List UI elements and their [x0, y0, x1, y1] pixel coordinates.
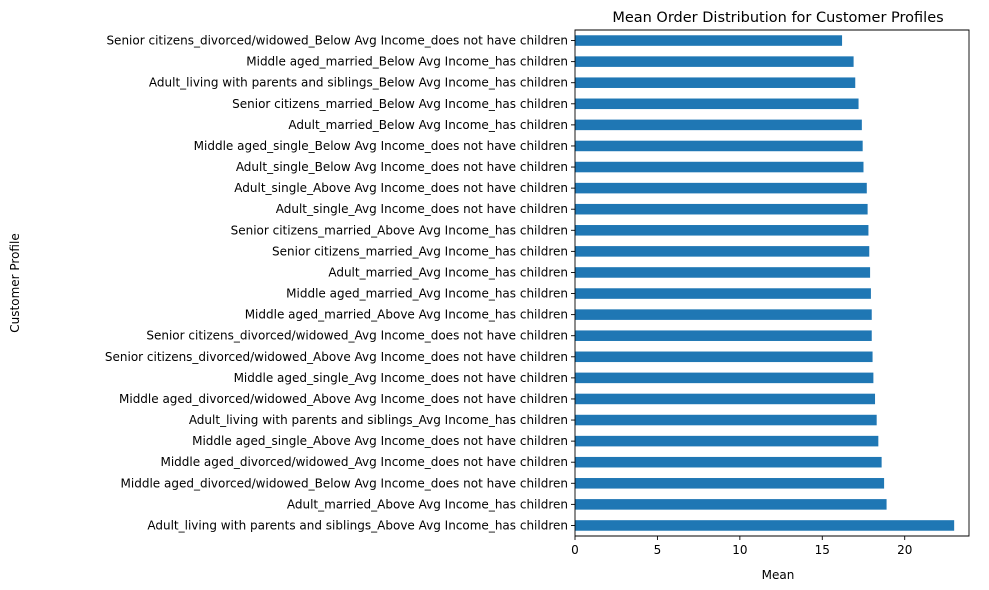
bar	[575, 246, 870, 257]
chart-title: Mean Order Distribution for Customer Pro…	[612, 10, 943, 26]
y-tick-label: Middle aged_single_Avg Income_does not h…	[234, 371, 568, 385]
y-tick-label: Adult_married_Above Avg Income_has child…	[287, 497, 568, 511]
y-tick-label: Middle aged_single_Below Avg Income_does…	[194, 139, 568, 153]
bar	[575, 182, 867, 194]
bar	[575, 140, 863, 152]
x-ticks-group: 0 5 10 15 20	[571, 536, 912, 557]
bars-group	[575, 35, 955, 531]
y-ticks-group: Senior citizens_divorced/widowed_Below A…	[105, 34, 575, 532]
y-tick-label: Adult_married_Avg Income_has children	[328, 265, 568, 279]
y-tick-label: Adult_living with parents and siblings_B…	[149, 76, 568, 90]
x-tick-label: 5	[654, 543, 662, 557]
axes-frame	[574, 29, 970, 537]
bar	[575, 203, 868, 215]
x-tick-label: 0	[571, 543, 579, 557]
bar	[575, 372, 874, 384]
y-tick-label: Senior citizens_divorced/widowed_Below A…	[106, 34, 568, 48]
bar	[575, 478, 885, 489]
bar	[575, 98, 859, 110]
y-tick-label: Adult_living with parents and siblings_A…	[189, 413, 568, 427]
bar	[575, 499, 887, 510]
bar	[575, 119, 862, 131]
y-tick-label: Senior citizens_divorced/widowed_Avg Inc…	[146, 329, 568, 343]
y-tick-label: Adult_single_Avg Income_does not have ch…	[276, 202, 568, 216]
y-tick-label: Adult_married_Below Avg Income_has child…	[288, 118, 568, 132]
x-axis-label: Mean	[762, 568, 795, 582]
bar	[575, 393, 876, 405]
bar	[575, 56, 854, 67]
bar	[575, 35, 843, 46]
bar	[575, 161, 864, 173]
y-tick-label: Senior citizens_married_Below Avg Income…	[232, 97, 568, 111]
bar	[575, 414, 877, 426]
bar	[575, 456, 882, 468]
y-tick-label: Adult_living with parents and siblings_A…	[147, 518, 568, 532]
y-tick-label: Middle aged_single_Above Avg Income_does…	[192, 434, 568, 448]
y-tick-label: Senior citizens_married_Above Avg Income…	[231, 223, 568, 237]
bar	[575, 225, 869, 236]
y-axis-label: Customer Profile	[8, 233, 22, 332]
bar	[575, 77, 856, 88]
bar	[575, 309, 872, 320]
y-tick-label: Middle aged_married_Avg Income_has child…	[286, 287, 568, 301]
bar	[575, 351, 873, 363]
y-tick-label: Senior citizens_married_Avg Income_has c…	[272, 244, 568, 258]
y-tick-label: Middle aged_divorced/widowed_Avg Income_…	[160, 455, 568, 469]
bar	[575, 435, 879, 447]
y-tick-label: Middle aged_married_Below Avg Income_has…	[246, 55, 568, 69]
y-tick-label: Senior citizens_divorced/widowed_Above A…	[105, 350, 568, 364]
x-tick-label: 15	[815, 543, 830, 557]
y-tick-label: Middle aged_married_Above Avg Income_has…	[245, 308, 568, 322]
y-tick-label: Middle aged_divorced/widowed_Below Avg I…	[121, 476, 568, 490]
bar	[575, 288, 871, 299]
bar	[575, 267, 871, 278]
y-tick-label: Middle aged_divorced/widowed_Above Avg I…	[119, 392, 568, 406]
x-tick-label: 20	[897, 543, 912, 557]
y-tick-label: Adult_single_Below Avg Income_does not h…	[236, 160, 568, 174]
bar	[575, 330, 872, 341]
y-tick-label: Adult_single_Above Avg Income_does not h…	[234, 181, 568, 195]
x-tick-label: 10	[732, 543, 747, 557]
bar	[575, 520, 955, 531]
